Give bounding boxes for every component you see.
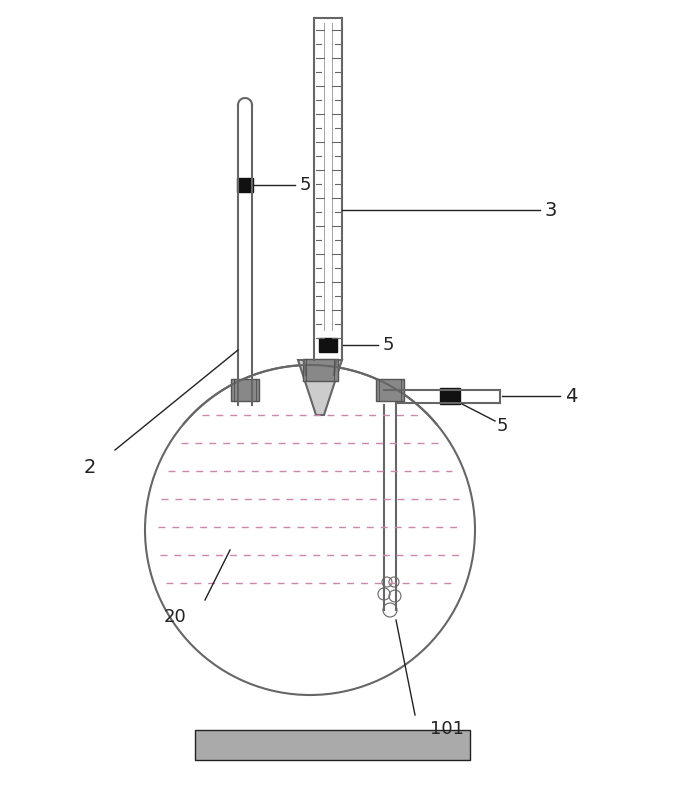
Bar [195,730,470,760]
Bar [231,379,259,401]
Bar [303,359,338,381]
Bar [376,379,404,401]
Text: 3: 3 [545,200,557,219]
Text: 4: 4 [565,387,577,405]
Text: 2: 2 [84,458,96,477]
Polygon shape [298,360,342,415]
Text: 101: 101 [430,720,464,738]
Text: 5: 5 [497,417,508,435]
Text: 20: 20 [164,608,186,626]
Bar [319,338,337,352]
Text: 5: 5 [300,176,311,194]
Bar [237,178,253,192]
Bar [440,388,460,404]
Text: 5: 5 [383,336,394,354]
